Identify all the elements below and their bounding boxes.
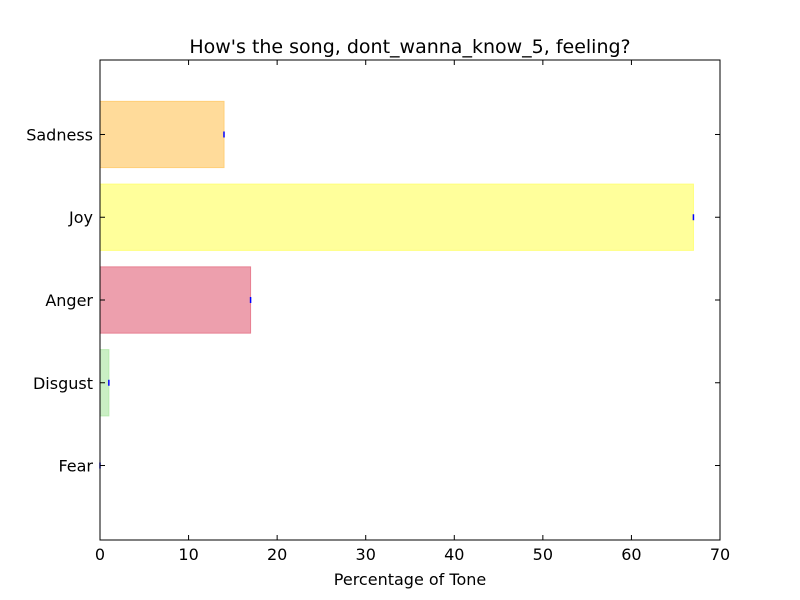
x-tick-label-30: 30 [356, 545, 376, 564]
plot-frame [99, 59, 721, 541]
bar-anger [99, 266, 252, 334]
x-tick-label-60: 60 [621, 545, 641, 564]
bars-group [99, 100, 695, 469]
y-tick-label-sadness: Sadness [26, 125, 93, 144]
x-tick-label-10: 10 [178, 545, 198, 564]
y-tick-label-anger: Anger [45, 291, 93, 310]
x-axis-label: Percentage of Tone [334, 570, 486, 589]
x-tick-label-70: 70 [710, 545, 730, 564]
bar-sadness [99, 100, 225, 169]
x-tick-label-40: 40 [444, 545, 464, 564]
y-tick-label-disgust: Disgust [33, 374, 93, 393]
chart-title: How's the song, dont_wanna_know_5, feeli… [189, 36, 630, 58]
bar-joy [99, 183, 694, 251]
x-tick-label-50: 50 [533, 545, 553, 564]
y-tick-label-fear: Fear [58, 457, 93, 476]
ticks-group: Fear Disgust Anger Joy Sadness 0 10 20 30 40 50 60 7… [26, 60, 730, 564]
x-tick-label-0: 0 [95, 545, 105, 564]
x-tick-label-20: 20 [267, 545, 287, 564]
y-tick-label-joy: Joy [68, 208, 93, 227]
